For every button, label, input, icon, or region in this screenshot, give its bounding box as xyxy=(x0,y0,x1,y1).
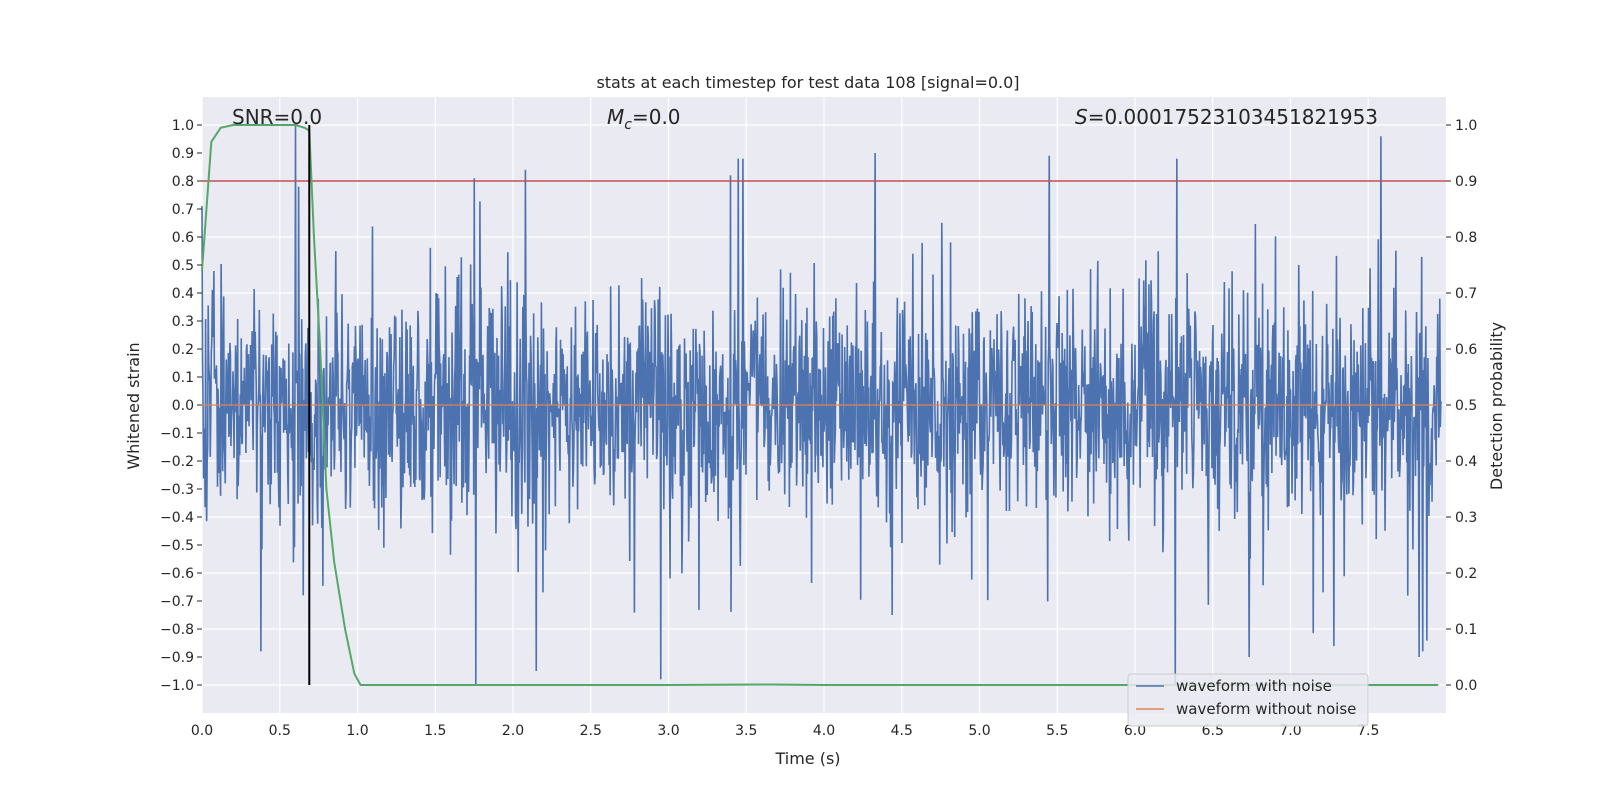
x-axis-ticks: 0.0 0.5 1.0 1.5 2.0 2.5 3.0 3.5 4.0 4.5 5.0 5.5 6.0 6… xyxy=(191,723,1380,739)
x-tick-label: 1.0 xyxy=(346,723,368,739)
x-tick-label: 5.0 xyxy=(968,723,990,739)
y-left-tick-label: −0.1 xyxy=(160,426,194,442)
y-left-axis-ticks: 1.0 0.9 0.8 0.7 0.6 0.5 0.4 0.3 0.2 0.1 0.0 −0.1 −0.… xyxy=(160,118,202,694)
y-right-tick-label: 1.0 xyxy=(1455,118,1477,134)
score-value: =0.00017523103451821953 xyxy=(1088,105,1378,129)
y-right-tick-label: 0.1 xyxy=(1455,622,1477,638)
detection-probability-line xyxy=(201,124,1439,686)
y-left-tick-label: 0.2 xyxy=(172,342,194,358)
y-right-tick-label: 0.0 xyxy=(1455,678,1477,694)
y-left-tick-label: 0.8 xyxy=(172,174,194,190)
x-tick-label: 7.5 xyxy=(1357,723,1379,739)
x-tick-label: 6.0 xyxy=(1124,723,1146,739)
y-left-tick-label: −0.8 xyxy=(160,622,194,638)
y-left-tick-label: 0.9 xyxy=(172,146,194,162)
y-right-tick-label: 0.7 xyxy=(1455,286,1477,302)
waveform-with-noise-line xyxy=(201,124,1443,686)
y-left-tick-label: 0.5 xyxy=(172,258,194,274)
y-right-tick-label: 0.2 xyxy=(1455,566,1477,582)
x-tick-label: 3.5 xyxy=(735,723,757,739)
x-tick-label: 4.5 xyxy=(891,723,913,739)
chirp-mass-annotation: Mc=0.0 xyxy=(607,105,681,133)
y-left-tick-label: −0.3 xyxy=(160,482,194,498)
x-axis-label: Time (s) xyxy=(774,749,840,768)
x-tick-label: 4.0 xyxy=(813,723,835,739)
plot-area xyxy=(201,97,1446,713)
x-tick-label: 1.5 xyxy=(424,723,446,739)
y-right-axis-label: Detection probability xyxy=(1487,322,1506,490)
legend-box xyxy=(1127,673,1369,727)
legend-label-without-noise: waveform without noise xyxy=(1176,700,1356,718)
snr-annotation: SNR=0.0 xyxy=(232,105,322,129)
y-left-tick-label: 0.3 xyxy=(172,314,194,330)
y-left-tick-label: 1.0 xyxy=(172,118,194,134)
legend: waveform with noise waveform without noi… xyxy=(1127,673,1369,727)
y-left-tick-label: 0.4 xyxy=(172,286,194,302)
x-tick-label: 7.0 xyxy=(1279,723,1301,739)
y-right-tick-label: 0.3 xyxy=(1455,510,1477,526)
score-annotation: S=0.00017523103451821953 xyxy=(1075,105,1378,129)
score-symbol: S xyxy=(1075,105,1088,129)
y-left-tick-label: −0.4 xyxy=(160,510,194,526)
y-right-tick-label: 0.9 xyxy=(1455,174,1477,190)
chirp-mass-symbol: M xyxy=(607,105,624,129)
y-left-tick-label: −0.2 xyxy=(160,454,194,470)
x-tick-label: 2.0 xyxy=(502,723,524,739)
chirp-mass-value: =0.0 xyxy=(632,105,681,129)
x-tick-label: 2.5 xyxy=(580,723,602,739)
y-right-tick-label: 0.6 xyxy=(1455,342,1477,358)
y-left-tick-label: −0.9 xyxy=(160,650,194,666)
y-right-tick-label: 0.8 xyxy=(1455,230,1477,246)
y-left-tick-label: 0.6 xyxy=(172,230,194,246)
detection-probability-series xyxy=(201,124,1439,686)
legend-label-with-noise: waveform with noise xyxy=(1176,677,1332,695)
y-left-tick-label: 0.7 xyxy=(172,202,194,218)
y-left-tick-label: −1.0 xyxy=(160,678,194,694)
chirp-mass-subscript: c xyxy=(624,117,632,133)
x-tick-label: 3.0 xyxy=(657,723,679,739)
waveform-with-noise-series xyxy=(201,124,1443,686)
y-left-tick-label: −0.5 xyxy=(160,538,194,554)
y-left-tick-label: −0.6 xyxy=(160,566,194,582)
y-left-tick-label: −0.7 xyxy=(160,594,194,610)
y-left-tick-label: 0.0 xyxy=(172,398,194,414)
y-right-axis-ticks: 1.0 0.9 0.8 0.7 0.6 0.5 0.4 0.3 0.2 0.1 0.0 xyxy=(1446,118,1477,694)
y-left-tick-label: 0.1 xyxy=(172,370,194,386)
y-left-axis-label: Whitened strain xyxy=(124,342,143,469)
x-tick-label: 6.5 xyxy=(1202,723,1224,739)
x-tick-label: 0.0 xyxy=(191,723,213,739)
y-right-tick-label: 0.5 xyxy=(1455,398,1477,414)
x-tick-label: 0.5 xyxy=(269,723,291,739)
y-right-tick-label: 0.4 xyxy=(1455,454,1477,470)
chart-title: stats at each timestep for test data 108… xyxy=(596,73,1019,92)
x-tick-label: 5.5 xyxy=(1046,723,1068,739)
